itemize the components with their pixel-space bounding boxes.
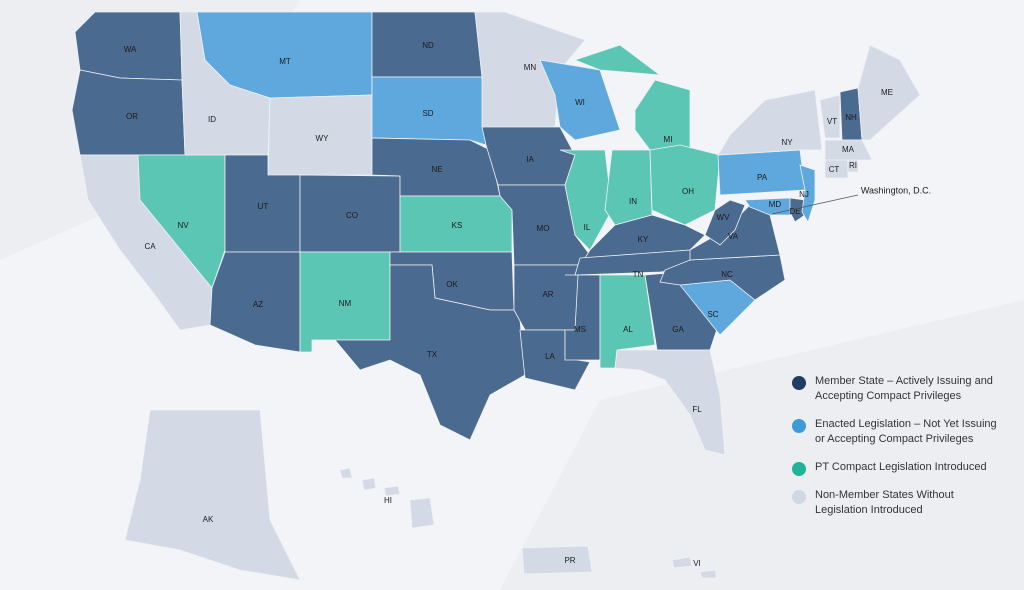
- state-label: VI: [693, 559, 701, 568]
- state-label: IN: [629, 197, 637, 206]
- state-label: AL: [623, 325, 633, 334]
- state-shape: [717, 89, 823, 156]
- state-shape: [824, 159, 849, 179]
- state-shape: [559, 149, 613, 251]
- state-label: VA: [728, 232, 739, 241]
- state-label: RI: [849, 161, 857, 170]
- legend-swatch: [792, 419, 806, 433]
- state-label: TX: [427, 350, 438, 359]
- legend-label: Member State – Actively Issuing and Acce…: [815, 375, 993, 402]
- background-shape: [500, 300, 1024, 590]
- state-label: NM: [339, 299, 352, 308]
- state-label: AZ: [253, 300, 263, 309]
- state-label: WY: [316, 134, 330, 143]
- legend-swatch: [792, 376, 806, 390]
- state-label: GA: [672, 325, 684, 334]
- legend-item: Non-Member States Without Legislation In…: [790, 488, 1005, 518]
- state-label: NC: [721, 270, 733, 279]
- annotation: Washington, D.C.: [861, 185, 931, 195]
- state-shape: [799, 164, 816, 223]
- state-label: VT: [827, 117, 837, 126]
- state-shape: [659, 254, 786, 301]
- state-shape: [704, 199, 746, 246]
- state-shape: [847, 159, 859, 173]
- legend-item: PT Compact Legislation Introduced: [790, 460, 1005, 476]
- state-label: MI: [664, 135, 673, 144]
- legend-label: PT Compact Legislation Introduced: [815, 461, 987, 473]
- state-label: AR: [542, 290, 553, 299]
- state-label: IL: [584, 223, 591, 232]
- state-label: KY: [638, 235, 649, 244]
- state-label: MD: [769, 200, 782, 209]
- state-label: NV: [177, 221, 189, 230]
- state-shape: [399, 195, 513, 253]
- state-label: TN: [633, 270, 644, 279]
- state-label: ND: [422, 41, 434, 50]
- state-shape: [671, 556, 717, 579]
- state-label: MO: [537, 224, 550, 233]
- state-shape: [744, 197, 793, 216]
- state-label: ME: [881, 88, 893, 97]
- states: WA OR CA NV ID MT WY UT AZ CO NM ND SD NE KS OK TX MN IA MO…: [71, 11, 921, 581]
- state-label: LA: [545, 352, 555, 361]
- state-label: MA: [842, 145, 855, 154]
- state-shape: [521, 545, 593, 575]
- state-shape: [819, 94, 841, 139]
- state-label: ID: [208, 115, 216, 124]
- state-label: DE: [789, 207, 800, 216]
- state-label: IA: [526, 155, 534, 164]
- state-shape: [339, 467, 435, 529]
- state-label: OR: [126, 112, 138, 121]
- state-shape: [614, 349, 726, 456]
- state-label: AK: [203, 515, 214, 524]
- state-label: HI: [384, 496, 392, 505]
- state-shape: [824, 139, 873, 161]
- state-shape: [371, 76, 487, 146]
- legend-swatch: [792, 462, 806, 476]
- state-label: WV: [717, 213, 731, 222]
- state-label: CT: [829, 165, 840, 174]
- state-label: FL: [692, 405, 702, 414]
- state-label: MN: [524, 63, 537, 72]
- legend-label: Non-Member States Without Legislation In…: [815, 489, 954, 516]
- state-shape: [604, 149, 653, 226]
- state-label: WA: [124, 45, 137, 54]
- state-label: PA: [757, 173, 768, 182]
- legend-label: Enacted Legislation – Not Yet Issuing or…: [815, 418, 997, 445]
- legend: Member State – Actively Issuing and Acce…: [790, 374, 1005, 531]
- legend-item: Member State – Actively Issuing and Acce…: [790, 374, 1005, 404]
- state-label: SD: [422, 109, 433, 118]
- state-label: UT: [258, 202, 269, 211]
- state-label: CA: [144, 242, 156, 251]
- state-label: NE: [431, 165, 442, 174]
- state-label: NY: [781, 138, 793, 147]
- state-label: NJ: [799, 190, 809, 199]
- state-shape: [649, 144, 721, 226]
- state-label: CO: [346, 211, 358, 220]
- state-label: KS: [452, 221, 463, 230]
- state-label: MT: [279, 57, 291, 66]
- state-shape: [124, 409, 301, 581]
- state-label: OH: [682, 187, 694, 196]
- state-label: SC: [707, 310, 718, 319]
- state-label: WI: [575, 98, 585, 107]
- state-label: MS: [574, 325, 586, 334]
- state-label: NH: [845, 113, 857, 122]
- state-label: OK: [446, 280, 458, 289]
- state-label: PR: [564, 556, 575, 565]
- legend-item: Enacted Legislation – Not Yet Issuing or…: [790, 417, 1005, 447]
- annotation-line: [771, 194, 859, 215]
- legend-swatch: [792, 490, 806, 504]
